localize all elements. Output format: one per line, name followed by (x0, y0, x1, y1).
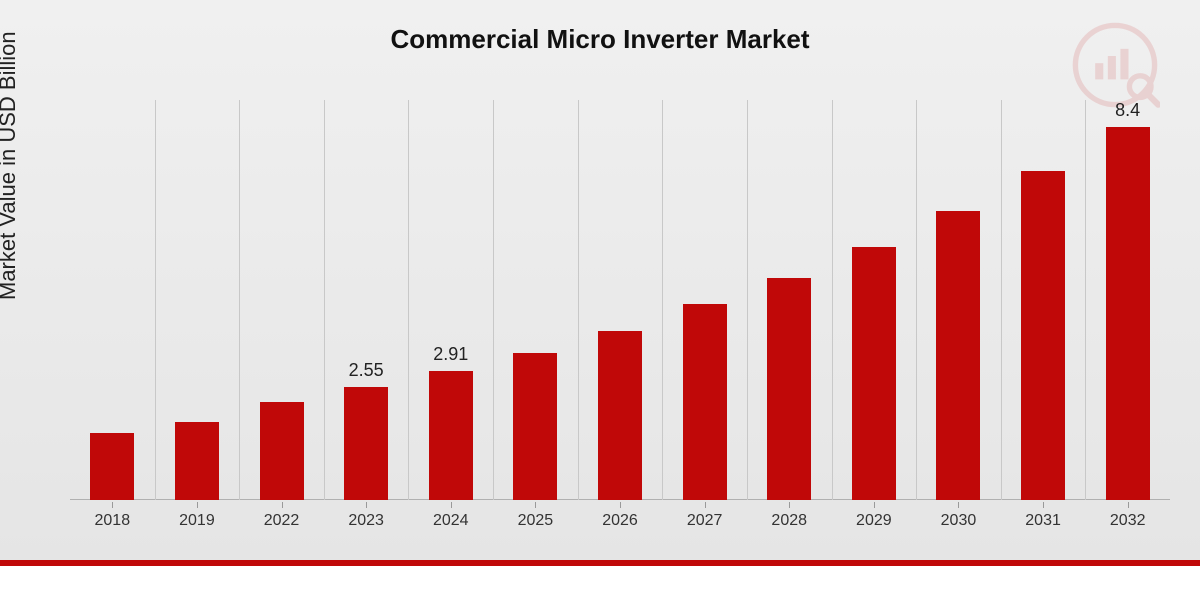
x-tickmark (1043, 502, 1044, 508)
x-tickmark (451, 502, 452, 508)
x-tickmark (958, 502, 959, 508)
bar-value-label: 2.91 (433, 344, 468, 365)
x-axis: 2018 2019 2022 2023 2024 2025 2026 2027 2028 2029… (70, 502, 1170, 542)
gridline (832, 100, 833, 500)
gridline (155, 100, 156, 500)
chart-container: Commercial Micro Inverter Market Market … (0, 0, 1200, 560)
gridline (1001, 100, 1002, 500)
x-tickmark (789, 502, 790, 508)
y-axis-label: Market Value in USD Billion (0, 31, 21, 300)
x-tickmark (1128, 502, 1129, 508)
bar-value-label: 2.55 (349, 360, 384, 381)
x-tick-label: 2031 (1025, 512, 1061, 530)
gridline (239, 100, 240, 500)
gridline (324, 100, 325, 500)
gridline (408, 100, 409, 500)
x-tick-label: 2026 (602, 512, 638, 530)
bar (260, 402, 304, 500)
bar: 2.55 (344, 387, 388, 500)
x-tickmark (705, 502, 706, 508)
gridline (578, 100, 579, 500)
bar (598, 331, 642, 500)
x-tick-label: 2019 (179, 512, 215, 530)
watermark-logo (1070, 20, 1160, 110)
x-tick-label: 2030 (941, 512, 977, 530)
bar (513, 353, 557, 500)
x-tickmark (366, 502, 367, 508)
x-tickmark (197, 502, 198, 508)
x-tick-label: 2025 (518, 512, 554, 530)
bar (936, 211, 980, 500)
x-tickmark (112, 502, 113, 508)
bar (852, 247, 896, 500)
bar (175, 422, 219, 500)
gridline (1085, 100, 1086, 500)
footer-area (0, 566, 1200, 600)
x-tickmark (282, 502, 283, 508)
bar (767, 278, 811, 500)
bar (683, 304, 727, 500)
bar: 2.91 (429, 371, 473, 500)
bar: 8.4 (1106, 127, 1150, 500)
x-tick-label: 2023 (348, 512, 384, 530)
gridline (747, 100, 748, 500)
gridline (916, 100, 917, 500)
x-tick-label: 2022 (264, 512, 300, 530)
plot-area: 2.55 2.91 8.4 (70, 100, 1170, 500)
bar (90, 433, 134, 500)
x-tick-label: 2028 (771, 512, 807, 530)
chart-title: Commercial Micro Inverter Market (0, 24, 1200, 55)
x-tick-label: 2032 (1110, 512, 1146, 530)
x-tickmark (874, 502, 875, 508)
x-tick-label: 2024 (433, 512, 469, 530)
gridline (662, 100, 663, 500)
gridline (493, 100, 494, 500)
x-tick-label: 2018 (95, 512, 131, 530)
x-tick-label: 2027 (687, 512, 723, 530)
x-tickmark (535, 502, 536, 508)
bar (1021, 171, 1065, 500)
bar-value-label: 8.4 (1115, 100, 1140, 121)
x-tick-label: 2029 (856, 512, 892, 530)
x-tickmark (620, 502, 621, 508)
